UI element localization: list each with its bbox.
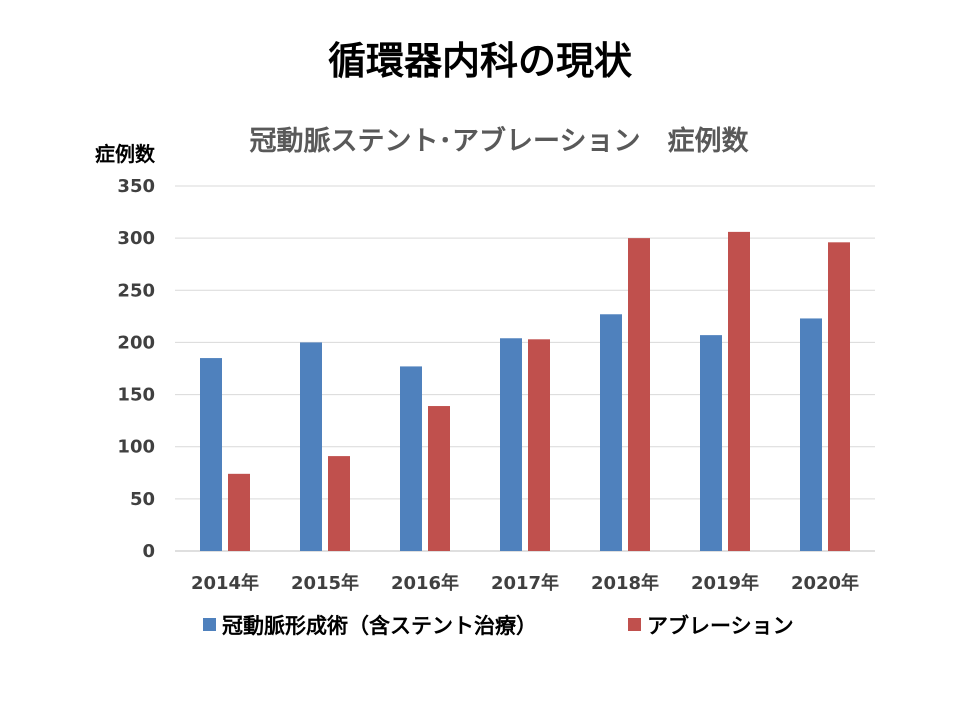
x-tick-label: 2018年 [591, 572, 659, 594]
y-tick-label: 150 [117, 385, 155, 406]
y-tick-label: 250 [117, 280, 155, 301]
bar-coronary [300, 342, 322, 551]
y-tick-label: 350 [117, 176, 155, 197]
bar-ablation [828, 242, 850, 552]
bar-coronary [200, 358, 222, 551]
legend-label-ablation: アブレーション [647, 614, 794, 638]
legend: 冠動脈形成術（含ステント治療） アブレーション [203, 614, 794, 638]
bars [200, 231, 850, 552]
bar-coronary [700, 335, 722, 551]
y-tick-label: 100 [117, 437, 155, 458]
x-tick-label: 2019年 [691, 572, 759, 594]
y-axis-ticks: 0 50 100 150 200 250 300 350 [117, 176, 155, 562]
y-tick-label: 0 [142, 541, 155, 562]
x-tick-label: 2015年 [291, 572, 359, 594]
x-tick-label: 2016年 [391, 572, 459, 594]
bar-ablation [328, 456, 350, 551]
legend-swatch-ablation [628, 618, 641, 631]
bar-coronary [800, 318, 822, 551]
x-axis-ticks: 2014年 2015年 2016年 2017年 2018年 2019年 2020年 [191, 572, 859, 594]
y-tick-label: 300 [117, 228, 155, 249]
gridlines [175, 185, 875, 552]
y-axis-label: 症例数 [95, 142, 156, 166]
y-tick-label: 50 [130, 489, 155, 510]
bar-coronary [500, 338, 522, 551]
slide-title: 循環器内科の現状 [327, 39, 632, 83]
bar-ablation [428, 406, 450, 551]
bar-ablation [528, 339, 550, 551]
x-tick-label: 2014年 [191, 572, 259, 594]
bar-ablation [228, 473, 250, 551]
x-tick-label: 2017年 [491, 572, 559, 594]
bar-ablation [728, 231, 750, 551]
bar-ablation [628, 238, 650, 551]
legend-swatch-coronary [203, 618, 216, 631]
bar-coronary [600, 314, 622, 551]
legend-label-coronary: 冠動脈形成術（含ステント治療） [222, 614, 537, 638]
y-tick-label: 200 [117, 332, 155, 353]
x-tick-label: 2020年 [791, 572, 859, 594]
bar-coronary [400, 366, 422, 551]
chart-title: 冠動脈ステント･アブレーション 症例数 [250, 125, 750, 157]
